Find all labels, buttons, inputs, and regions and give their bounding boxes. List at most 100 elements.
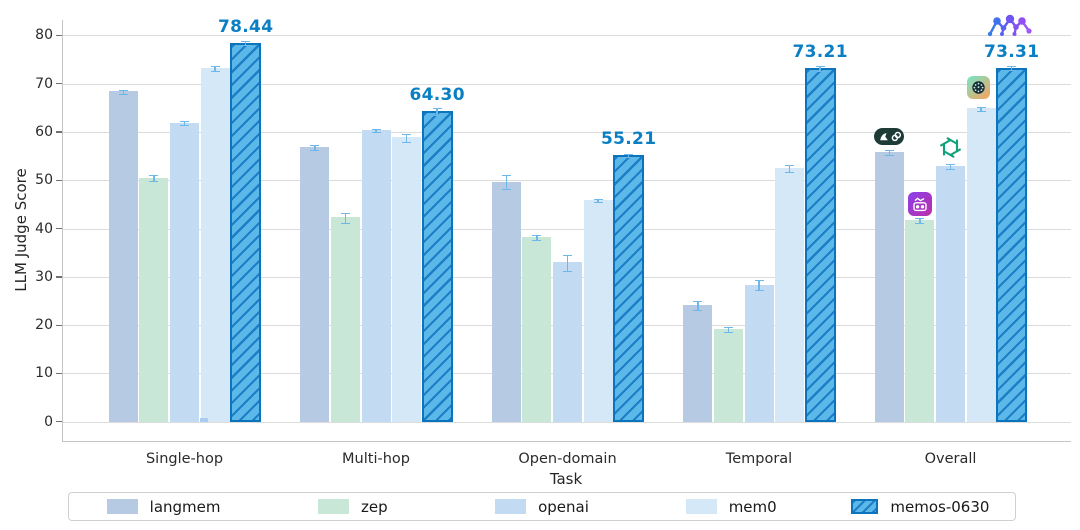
error-bar — [432, 108, 442, 116]
bar-mem0-multi-hop — [392, 137, 422, 422]
bar-langmem-open-domain — [491, 181, 521, 422]
gridline — [62, 228, 1071, 230]
error-bar — [754, 280, 764, 291]
bar-memos-0630-multi-hop — [421, 111, 453, 422]
baseline-artifact — [200, 418, 208, 422]
error-bar — [1007, 66, 1017, 72]
error-bar — [915, 217, 925, 224]
gridline — [62, 421, 1071, 423]
error-bar — [815, 66, 825, 73]
legend-swatch-openai — [495, 499, 527, 514]
error-bar — [340, 212, 350, 225]
gridline — [62, 83, 1071, 85]
x-axis-title: Task — [549, 470, 583, 488]
bar-value-label: 78.44 — [218, 16, 274, 37]
bar-value-label: 64.30 — [409, 85, 465, 106]
y-tick-label: 80 — [35, 27, 53, 44]
y-tick-label: 70 — [35, 75, 53, 92]
x-tick-label: Temporal — [725, 451, 793, 467]
bar-mem0-single-hop — [200, 67, 230, 422]
error-bar — [723, 327, 733, 333]
y-tick-label: 10 — [35, 365, 53, 382]
y-tick-label: 60 — [35, 123, 53, 140]
error-bar — [210, 65, 220, 72]
error-bar — [118, 89, 128, 95]
legend-swatch-memos-0630 — [851, 499, 879, 514]
bar-memos-0630-open-domain — [613, 155, 645, 422]
bar-memos-0630-temporal — [804, 68, 836, 422]
y-tick-mark — [56, 179, 62, 181]
legend-label: openai — [538, 497, 589, 516]
error-bar — [785, 165, 795, 173]
error-bar — [402, 133, 412, 143]
y-tick-mark — [56, 276, 62, 278]
bar-openai-temporal — [744, 284, 774, 422]
bar-langmem-temporal — [683, 304, 713, 422]
error-bar — [532, 234, 542, 241]
y-tick-mark — [56, 372, 62, 375]
error-bar — [693, 300, 703, 311]
bar-value-label: 73.21 — [792, 42, 848, 63]
bar-langmem-multi-hop — [300, 147, 330, 422]
y-tick-label: 0 — [44, 413, 53, 430]
error-bar — [976, 106, 986, 112]
x-axis-spine — [62, 441, 1071, 443]
bar-openai-open-domain — [553, 262, 582, 422]
bar-zep-temporal — [713, 328, 743, 422]
openai-icon — [938, 135, 963, 164]
bar-mem0-open-domain — [583, 200, 613, 422]
bar-memos-0630-single-hop — [230, 42, 262, 422]
legend-item-langmem: langmem — [69, 498, 258, 516]
legend-label: memos-0630 — [890, 497, 990, 516]
legend-swatch-langmem — [106, 499, 138, 514]
bar-zep-single-hop — [139, 177, 169, 422]
bar-openai-overall — [936, 166, 965, 422]
x-tick-label: Multi-hop — [342, 451, 410, 467]
y-tick-label: 50 — [35, 172, 53, 189]
error-bar — [563, 255, 572, 272]
bar-langmem-single-hop — [108, 91, 138, 422]
y-axis-spine — [62, 20, 64, 441]
error-bar — [180, 121, 189, 127]
bar-openai-single-hop — [170, 122, 199, 422]
y-tick-label: 20 — [35, 317, 53, 334]
y-tick-mark — [56, 131, 62, 133]
y-tick-label: 30 — [35, 268, 53, 285]
gridline — [62, 180, 1071, 182]
x-tick-label: Overall — [924, 451, 977, 467]
gridline — [62, 131, 1071, 133]
legend-label: langmem — [149, 497, 221, 516]
memos-logo-icon — [987, 14, 1033, 42]
y-tick-mark — [56, 34, 62, 37]
legend-item-openai: openai — [447, 498, 636, 516]
y-tick-mark — [56, 324, 62, 326]
legend-swatch-zep — [317, 499, 349, 514]
error-bar — [593, 198, 603, 204]
y-tick-mark — [56, 83, 62, 85]
legend-label: mem0 — [728, 497, 777, 516]
error-bar — [946, 164, 955, 171]
x-tick-label: Single-hop — [145, 451, 224, 467]
bar-zep-open-domain — [522, 236, 552, 422]
gridline — [62, 35, 1071, 37]
y-tick-mark — [56, 228, 62, 230]
error-bar — [371, 128, 381, 134]
bar-openai-multi-hop — [361, 129, 391, 422]
y-tick-mark — [56, 421, 62, 423]
legend-item-memos-0630: memos-0630 — [826, 498, 1015, 516]
legend: langmem zep openai mem0 memos-0630 — [68, 492, 1016, 521]
y-tick-label: 40 — [35, 220, 53, 237]
x-tick-label: Open-domain — [518, 451, 617, 467]
bar-value-label: 55.21 — [601, 129, 657, 150]
bar-value-label: 73.31 — [984, 41, 1040, 62]
bar-mem0-temporal — [775, 168, 805, 422]
legend-item-zep: zep — [258, 498, 447, 516]
legend-swatch-mem0 — [685, 499, 717, 514]
error-bar — [884, 149, 894, 156]
error-bar — [310, 145, 320, 152]
bar-langmem-overall — [874, 151, 904, 422]
bar-zep-multi-hop — [330, 217, 360, 422]
mem0-icon — [967, 76, 990, 103]
legend-item-mem0: mem0 — [637, 498, 826, 516]
